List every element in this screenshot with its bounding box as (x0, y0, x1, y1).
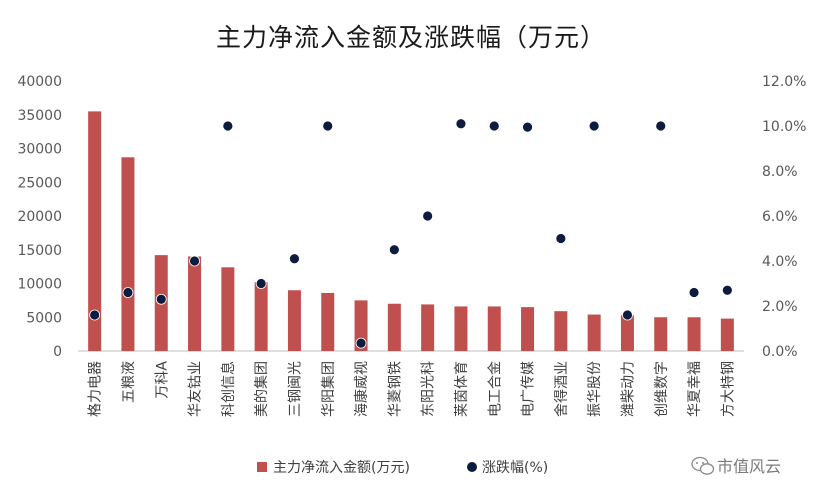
y-left-tick-label: 40000 (17, 74, 62, 90)
points-layer (89, 118, 733, 349)
category-label: 电广传媒 (521, 361, 537, 417)
category-label: 华菱钢铁 (387, 361, 403, 417)
legend-swatch-point (467, 462, 477, 472)
y-right-tick-label: 2.0% (762, 299, 798, 315)
watermark: 市值风云 (691, 456, 781, 476)
y-left-tick-label: 20000 (17, 209, 62, 225)
bar (720, 318, 734, 351)
bar (421, 304, 435, 351)
point (455, 118, 467, 130)
y-right-tick-label: 4.0% (762, 254, 798, 270)
y-right-tick-label: 8.0% (762, 164, 798, 180)
category-label: 五粮液 (121, 361, 137, 403)
y-left-tick-label: 25000 (17, 175, 62, 191)
bar (121, 157, 135, 351)
point (322, 120, 334, 132)
chart-title: 主力净流入金额及涨跌幅（万元） (216, 23, 606, 52)
category-label: 创维数字 (654, 361, 670, 417)
category-label: 电工合金 (487, 361, 503, 417)
point (622, 309, 633, 321)
point (255, 278, 267, 289)
point (89, 309, 101, 321)
axes-layer: 0 5000 10000 15000 20000 25000 30000 35000 40000… (17, 74, 806, 360)
point (422, 210, 434, 222)
bars-layer (88, 111, 734, 351)
point (289, 253, 300, 265)
point (588, 120, 600, 132)
y-left-tick-label: 5000 (26, 310, 62, 326)
point (488, 120, 500, 132)
point (155, 293, 167, 305)
bar (687, 317, 701, 351)
bar (654, 317, 668, 351)
category-label: 华阳集团 (320, 361, 337, 417)
y-left-tick-label: 15000 (17, 243, 62, 259)
bar (521, 307, 535, 351)
watermark-text: 市值风云 (717, 457, 781, 476)
y-right-tick-label: 12.0% (762, 74, 806, 90)
y-right-tick-label: 10.0% (762, 119, 806, 135)
point (222, 120, 234, 132)
point (688, 287, 700, 298)
bar (254, 282, 268, 351)
category-label: 格力电器 (88, 361, 104, 417)
bar (287, 290, 301, 351)
bar (321, 292, 335, 351)
point (189, 255, 200, 267)
category-label: 莱茵体育 (454, 361, 470, 417)
bar (354, 300, 368, 351)
y-left-tick-label: 10000 (17, 277, 62, 293)
category-label: 科创信息 (220, 361, 237, 417)
bar (387, 303, 401, 351)
category-label: 潍柴动力 (620, 361, 636, 417)
bar (620, 315, 634, 351)
category-label: 东阳光科 (421, 361, 437, 417)
y-left-tick-label: 0 (53, 344, 62, 360)
point (122, 287, 134, 298)
category-label: 万科A (154, 361, 170, 399)
point (655, 120, 667, 132)
y-left-tick-label: 35000 (17, 108, 62, 124)
category-label: 海康威视 (353, 361, 370, 417)
legend-swatch-bar (257, 462, 267, 472)
labels-layer: 格力电器 五粮液 万科A 华友钴业 科创信息 美的集团 三钢闽光 华阳集团 海康威视 华菱钢铁 东阳… (88, 361, 737, 417)
legend-label-point: 涨跌幅(%) (482, 460, 548, 476)
category-label: 华夏幸福 (687, 361, 703, 417)
bar (554, 311, 568, 351)
category-label: 三钢闽光 (287, 361, 303, 417)
bar (587, 314, 601, 351)
point (355, 337, 367, 349)
legend-label-bar: 主力净流入金额(万元) (273, 460, 410, 476)
y-right-tick-label: 0.0% (762, 344, 798, 360)
bar (221, 267, 235, 351)
point (388, 244, 400, 256)
bar (188, 256, 202, 351)
category-label: 美的集团 (253, 361, 270, 417)
category-label: 振华股份 (587, 361, 603, 417)
point (721, 284, 733, 296)
bar (487, 306, 501, 351)
category-label: 方大特钢 (720, 361, 736, 417)
category-label: 舍得酒业 (553, 361, 570, 417)
category-label: 华友钴业 (188, 361, 204, 417)
point (522, 121, 533, 133)
bar (454, 306, 468, 351)
y-right-tick-label: 6.0% (762, 209, 798, 225)
y-left-tick-label: 30000 (17, 142, 62, 158)
point (555, 233, 567, 244)
legend: 主力净流入金额(万元) 涨跌幅(%) (257, 460, 548, 476)
bar (88, 111, 102, 351)
wechat-icon (691, 456, 715, 475)
